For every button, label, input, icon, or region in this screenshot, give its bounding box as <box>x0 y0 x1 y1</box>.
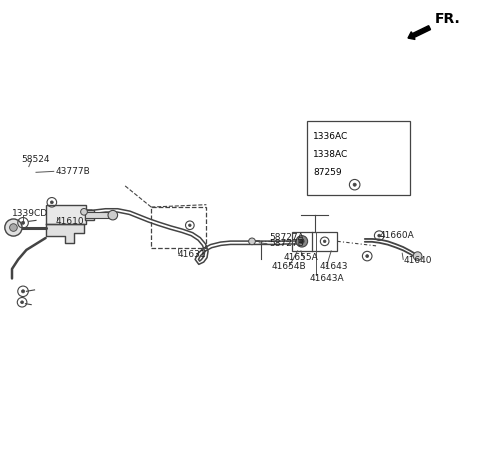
Text: 41655A: 41655A <box>283 254 318 262</box>
Bar <box>85 212 112 218</box>
Text: 58524: 58524 <box>22 155 50 164</box>
Circle shape <box>21 301 24 304</box>
Circle shape <box>50 201 53 204</box>
Text: 41640: 41640 <box>403 257 432 265</box>
FancyArrow shape <box>408 26 431 40</box>
Text: FR.: FR. <box>435 12 461 26</box>
Circle shape <box>296 236 308 247</box>
Circle shape <box>5 219 22 236</box>
Text: 43777B: 43777B <box>55 167 90 176</box>
Text: 41643A: 41643A <box>310 274 344 283</box>
FancyBboxPatch shape <box>46 205 86 224</box>
Circle shape <box>324 240 326 243</box>
Text: 41643: 41643 <box>319 262 348 271</box>
Circle shape <box>22 221 24 224</box>
Text: 58727B: 58727B <box>269 239 303 248</box>
Bar <box>292 232 337 251</box>
Text: 41654B: 41654B <box>271 262 306 271</box>
Circle shape <box>22 290 24 293</box>
Circle shape <box>300 239 304 244</box>
Circle shape <box>81 208 87 215</box>
Text: 1338AC: 1338AC <box>313 150 348 159</box>
Text: 1336AC: 1336AC <box>313 132 348 141</box>
Text: 1339CD: 1339CD <box>12 209 48 218</box>
Circle shape <box>189 224 191 227</box>
Circle shape <box>10 224 17 231</box>
Circle shape <box>249 238 255 245</box>
Text: 41631: 41631 <box>178 250 206 259</box>
Text: 41610: 41610 <box>55 217 84 226</box>
Text: 41660A: 41660A <box>379 231 414 240</box>
Bar <box>307 121 410 195</box>
Polygon shape <box>46 224 84 243</box>
Bar <box>151 207 206 248</box>
Circle shape <box>366 255 369 258</box>
Bar <box>85 210 94 220</box>
Circle shape <box>108 210 118 220</box>
Text: 58727A: 58727A <box>269 233 303 241</box>
Circle shape <box>353 183 356 186</box>
Circle shape <box>378 234 381 237</box>
Text: 87259: 87259 <box>313 168 342 177</box>
Circle shape <box>413 252 422 260</box>
